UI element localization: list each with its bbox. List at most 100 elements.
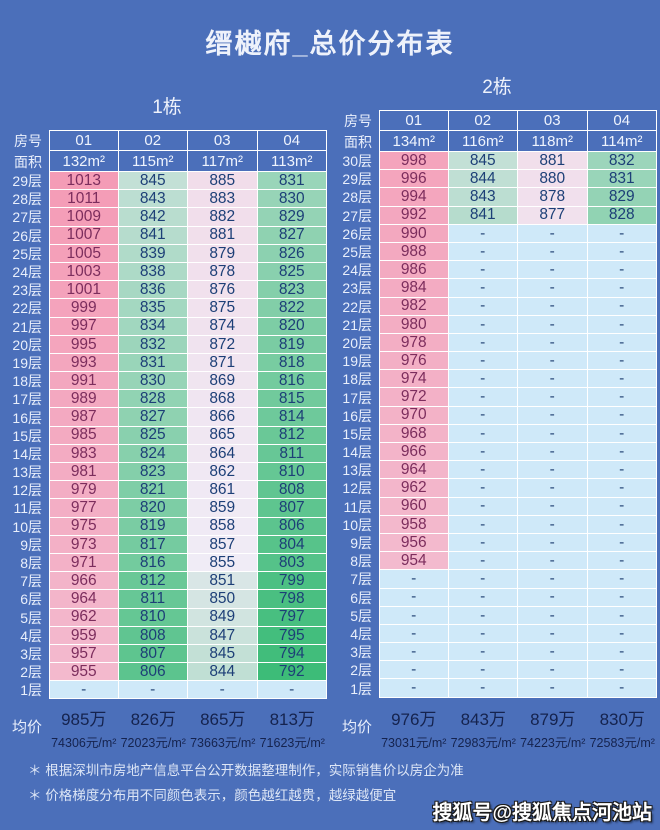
price-cell: 845 (118, 172, 188, 191)
price-cell: 812 (118, 572, 188, 591)
price-cell: - (587, 297, 657, 316)
price-cell: 858 (188, 517, 258, 536)
room-no-label: 房号 (14, 132, 42, 149)
floor-label: 1层 (20, 682, 42, 699)
price-cell: 984 (379, 279, 449, 298)
avg-total-price: 976万 (391, 710, 437, 729)
price-cell: 816 (118, 553, 188, 573)
area-label: 面积 (14, 153, 42, 170)
price-cell: - (518, 679, 588, 698)
floor-label: 29层 (342, 171, 372, 188)
price-cell: 810 (118, 608, 188, 627)
price-cell: 875 (188, 299, 258, 318)
price-cell: - (448, 315, 518, 334)
price-cell: 966 (379, 443, 449, 462)
avg-total-price: 865万 (200, 710, 246, 729)
floor-label: 19层 (12, 354, 42, 371)
price-cell: 1013 (49, 172, 119, 191)
price-cell: 882 (188, 208, 258, 227)
avg-price-per-sqm: 71623元/m² (259, 736, 325, 750)
price-cell: - (587, 315, 657, 334)
price-cell: - (448, 479, 518, 498)
floor-label: 24层 (342, 262, 372, 279)
price-cell: 981 (49, 463, 119, 482)
price-cell: 831 (257, 172, 327, 191)
floor-label: 26层 (342, 225, 372, 242)
price-cell: 992 (379, 206, 449, 225)
price-cell: 825 (118, 426, 188, 445)
floor-label: 6层 (20, 591, 42, 608)
price-cell: 825 (257, 262, 327, 282)
floor-label: 11层 (13, 500, 42, 517)
price-cell: 999 (49, 299, 119, 318)
avg-price-per-sqm: 72023元/m² (120, 736, 186, 750)
price-cell: 814 (257, 408, 327, 427)
floor-label: 7层 (350, 571, 372, 588)
price-cell: 808 (118, 626, 188, 645)
price-cell: 818 (257, 353, 327, 373)
floor-label: 23层 (342, 280, 372, 297)
floor-label: 8层 (350, 553, 372, 570)
price-cell: 985 (49, 426, 119, 445)
price-cell: 806 (118, 663, 188, 682)
price-cell: 841 (448, 206, 518, 225)
price-cell: 819 (118, 517, 188, 536)
price-cell: 836 (118, 281, 188, 300)
price-cell: - (518, 461, 588, 480)
price-cell: - (587, 588, 657, 607)
price-cell: 835 (118, 299, 188, 318)
price-cell: 850 (188, 590, 258, 609)
price-cell: - (518, 552, 588, 571)
building2-price-table: 房号 01 02 03 04 面积 134m² 116m² 118m² 114m² 30层 998 84… (337, 110, 657, 698)
price-cell: 794 (257, 644, 327, 664)
price-cell: - (518, 624, 588, 644)
price-cell: 960 (379, 497, 449, 516)
price-cell: 847 (188, 626, 258, 645)
floor-label: 19层 (342, 353, 372, 370)
price-cell: - (518, 497, 588, 516)
price-cell: 868 (188, 390, 258, 409)
price-cell: 843 (448, 188, 518, 207)
price-cell: - (587, 224, 657, 243)
price-cell: 792 (257, 663, 327, 682)
unit-header-cell: 04 (587, 110, 657, 131)
price-cell: 828 (118, 390, 188, 409)
price-cell: - (587, 606, 657, 625)
price-cell: - (379, 661, 449, 680)
price-cell: 1011 (49, 190, 119, 209)
building1-average-row: 均价 985万 74306元/m² 826万 72023元/m² 865万 73663元/… (7, 701, 327, 751)
price-cell: 986 (379, 261, 449, 280)
avg-price-cell: 826万 72023元/m² (119, 701, 189, 751)
price-cell: - (518, 261, 588, 280)
price-cell: 829 (587, 188, 657, 207)
price-cell: - (518, 533, 588, 553)
floor-label: 3层 (20, 645, 42, 662)
floor-label: 7层 (20, 573, 42, 590)
unit-header-cell: 03 (518, 110, 588, 131)
area-cell: 114m² (587, 131, 657, 152)
price-cell: 978 (379, 333, 449, 353)
floor-label: 2层 (20, 664, 42, 681)
price-cell: - (518, 606, 588, 625)
price-cell: - (587, 261, 657, 280)
price-cell: - (518, 570, 588, 589)
price-cell: 855 (188, 553, 258, 573)
footnote-data-source: ＊ 根据深圳市房地产信息平台公开数据整理制作，实际销售价以房企为准 (28, 763, 464, 778)
price-cell: - (587, 406, 657, 425)
price-cell: - (448, 570, 518, 589)
price-cell: 955 (49, 663, 119, 682)
price-cell: 977 (49, 499, 119, 518)
price-cell: 859 (188, 499, 258, 518)
price-cell: 797 (257, 608, 327, 627)
price-cell: - (518, 406, 588, 425)
floor-label: 6层 (350, 589, 372, 606)
price-cell: 1009 (49, 208, 119, 227)
price-cell: 820 (257, 317, 327, 336)
price-cell: - (518, 479, 588, 498)
floor-label: 4层 (350, 625, 372, 642)
price-cell: 829 (257, 208, 327, 227)
price-cell: 820 (118, 499, 188, 518)
price-cell: 838 (118, 262, 188, 282)
floor-label: 15层 (12, 427, 42, 444)
price-cell: 804 (257, 535, 327, 554)
